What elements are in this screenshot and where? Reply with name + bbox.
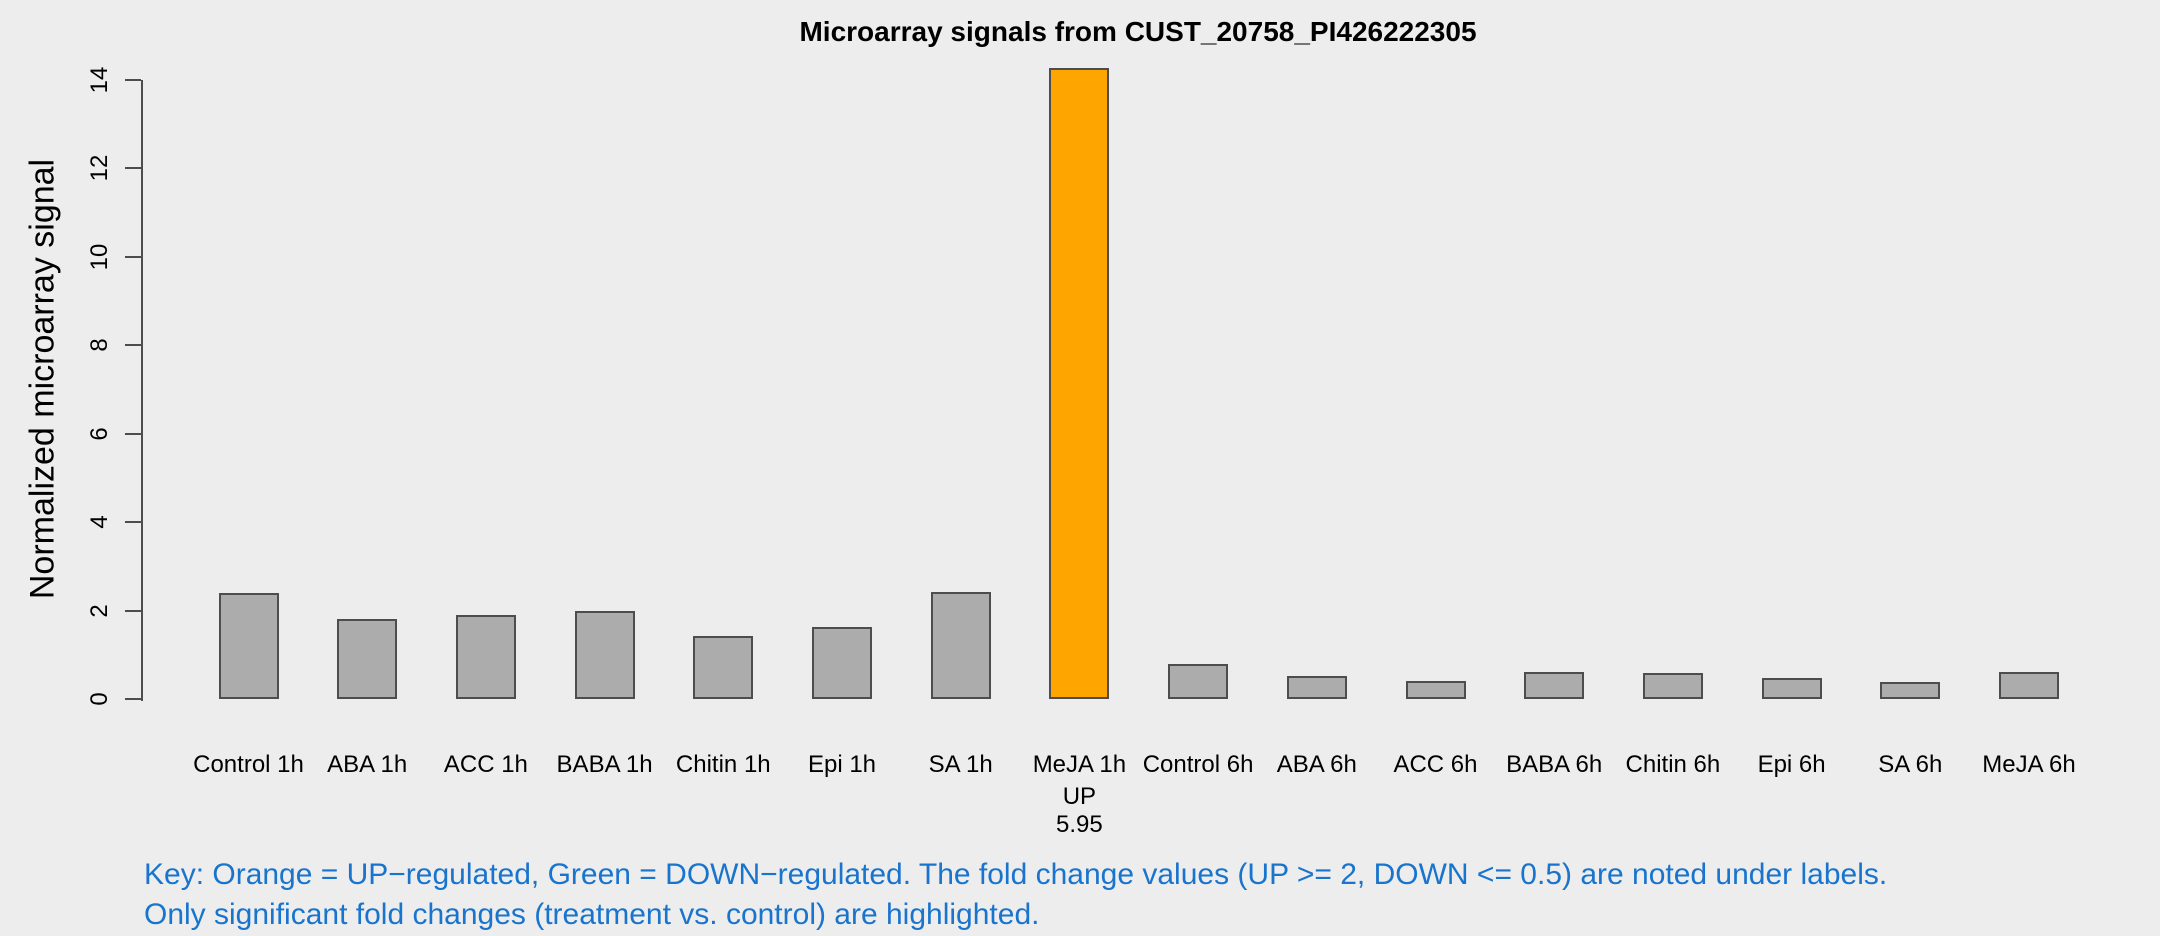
x-label-sa-6h: SA 6h	[1878, 751, 1943, 778]
x-label-meja-6h: MeJA 6h	[1982, 751, 2076, 778]
x-label-chitin-6h: Chitin 6h	[1625, 751, 1721, 778]
bar-epi-1h	[812, 626, 872, 699]
y-tick-14	[125, 79, 141, 82]
y-axis-line	[141, 80, 143, 701]
x-label-acc-1h: ACC 1h	[443, 751, 528, 778]
y-tick-4	[125, 521, 141, 524]
x-label-aba-1h: ABA 1h	[327, 751, 408, 778]
bar-control-6h	[1168, 663, 1229, 699]
chart-title: Microarray signals from CUST_20758_PI426…	[799, 16, 1477, 47]
bar-meja-6h	[1999, 672, 2059, 699]
bar-sa-6h	[1880, 681, 1941, 699]
bar-baba-6h	[1524, 671, 1585, 699]
y-tick-12	[125, 167, 141, 170]
bar-meja-1h	[1049, 67, 1110, 699]
bar-epi-6h	[1761, 678, 1822, 699]
x-label-epi-1h: Epi 1h	[807, 751, 877, 778]
bar-acc-1h	[455, 614, 516, 699]
y-tick-2	[125, 609, 141, 612]
y-tick-8	[125, 344, 141, 347]
y-tick-0	[125, 698, 141, 700]
x-label-baba-6h: BABA 6h	[1506, 751, 1603, 778]
annotation-direction-meja-1h: UP	[1062, 783, 1097, 810]
y-tick-6	[125, 432, 141, 435]
bar-sa-1h	[930, 591, 991, 699]
y-tick-label-12: 12	[86, 155, 113, 182]
x-label-control-1h: Control 1h	[193, 751, 304, 778]
annotation-fold-change-meja-1h: 5.95	[1056, 811, 1103, 838]
x-label-baba-1h: BABA 1h	[556, 751, 653, 778]
x-label-sa-1h: SA 1h	[928, 751, 993, 778]
bar-chitin-1h	[693, 635, 754, 699]
y-tick-label-14: 14	[86, 66, 113, 94]
bar-aba-1h	[337, 618, 398, 699]
y-tick-10	[125, 255, 141, 258]
x-label-aba-6h: ABA 6h	[1276, 751, 1357, 778]
x-label-chitin-1h: Chitin 1h	[675, 751, 771, 778]
bar-baba-1h	[574, 610, 635, 699]
bar-acc-6h	[1405, 681, 1466, 699]
y-tick-label-4: 4	[86, 515, 113, 529]
bar-aba-6h	[1286, 676, 1347, 699]
x-label-meja-1h: MeJA 1h	[1032, 751, 1127, 778]
bar-control-1h	[218, 592, 279, 699]
bar-chitin-6h	[1642, 673, 1703, 699]
y-tick-label-8: 8	[86, 338, 113, 352]
y-tick-label-6: 6	[86, 427, 113, 441]
y-axis-label: Normalized microarray signal	[23, 158, 62, 600]
x-label-control-6h: Control 6h	[1142, 751, 1254, 778]
x-label-epi-6h: Epi 6h	[1757, 751, 1826, 778]
x-label-acc-6h: ACC 6h	[1393, 751, 1478, 778]
y-tick-label-2: 2	[86, 603, 113, 618]
key-text-line-1: Key: Orange = UP−regulated, Green = DOWN…	[144, 858, 1888, 891]
key-text-line-2: Only significant fold changes (treatment…	[144, 898, 1040, 931]
y-tick-label-0: 0	[86, 692, 113, 706]
y-tick-label-10: 10	[86, 243, 113, 271]
